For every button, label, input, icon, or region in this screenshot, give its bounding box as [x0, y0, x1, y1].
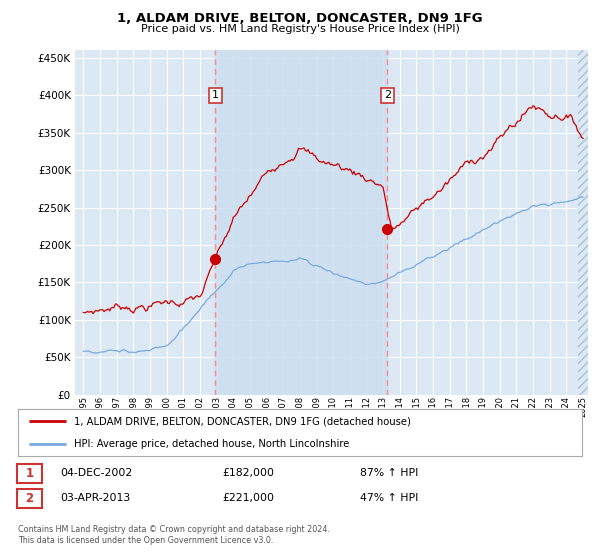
Text: £221,000: £221,000 [222, 493, 274, 503]
Text: 03-APR-2013: 03-APR-2013 [60, 493, 130, 503]
Text: 2: 2 [25, 492, 34, 505]
Bar [215, 50, 387, 395]
Text: 87% ↑ HPI: 87% ↑ HPI [360, 468, 418, 478]
Text: 47% ↑ HPI: 47% ↑ HPI [360, 493, 418, 503]
Text: Contains HM Land Registry data © Crown copyright and database right 2024.
This d: Contains HM Land Registry data © Crown c… [18, 525, 330, 545]
Text: 1: 1 [212, 90, 219, 100]
Text: 1, ALDAM DRIVE, BELTON, DONCASTER, DN9 1FG (detached house): 1, ALDAM DRIVE, BELTON, DONCASTER, DN9 1… [74, 416, 411, 426]
Text: 2: 2 [384, 90, 391, 100]
Text: £182,000: £182,000 [222, 468, 274, 478]
Bar [578, 50, 592, 395]
Text: 04-DEC-2002: 04-DEC-2002 [60, 468, 132, 478]
Text: 1: 1 [25, 466, 34, 480]
Text: HPI: Average price, detached house, North Lincolnshire: HPI: Average price, detached house, Nort… [74, 439, 350, 449]
Bar [578, 50, 592, 395]
Text: Price paid vs. HM Land Registry's House Price Index (HPI): Price paid vs. HM Land Registry's House … [140, 24, 460, 34]
Text: 1, ALDAM DRIVE, BELTON, DONCASTER, DN9 1FG: 1, ALDAM DRIVE, BELTON, DONCASTER, DN9 1… [117, 12, 483, 25]
